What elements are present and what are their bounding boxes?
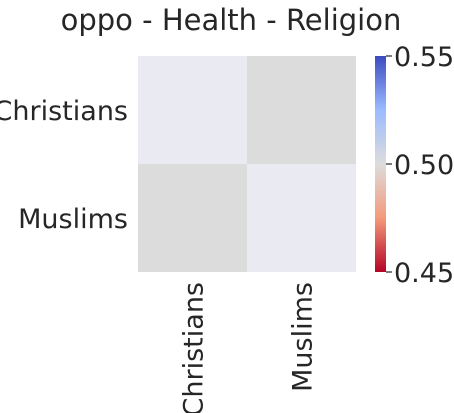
heatmap-cells	[138, 56, 356, 272]
x-axis-ticks: Christians Muslims	[179, 282, 319, 413]
colorbar: 0.45 0.50 0.55	[375, 42, 454, 289]
y-tick-label: Muslims	[18, 204, 128, 235]
x-tick-label: Muslims	[288, 282, 319, 392]
heatmap-cell-christians-christians	[138, 56, 247, 164]
x-tick-label: Christians	[179, 282, 210, 413]
chart-title: oppo - Health - Religion	[61, 3, 402, 37]
heatmap-cell-muslims-muslims	[247, 164, 356, 272]
y-tick-label: Christians	[0, 96, 128, 127]
heatmap-cell-christians-muslims	[247, 56, 356, 164]
colorbar-tick-label: 0.50	[394, 150, 454, 181]
colorbar-tick-label: 0.45	[394, 258, 454, 289]
heatmap-cell-muslims-christians	[138, 164, 247, 272]
y-axis-ticks: Christians Muslims	[0, 96, 128, 235]
colorbar-tick-label: 0.55	[394, 42, 454, 73]
colorbar-gradient	[375, 56, 386, 272]
